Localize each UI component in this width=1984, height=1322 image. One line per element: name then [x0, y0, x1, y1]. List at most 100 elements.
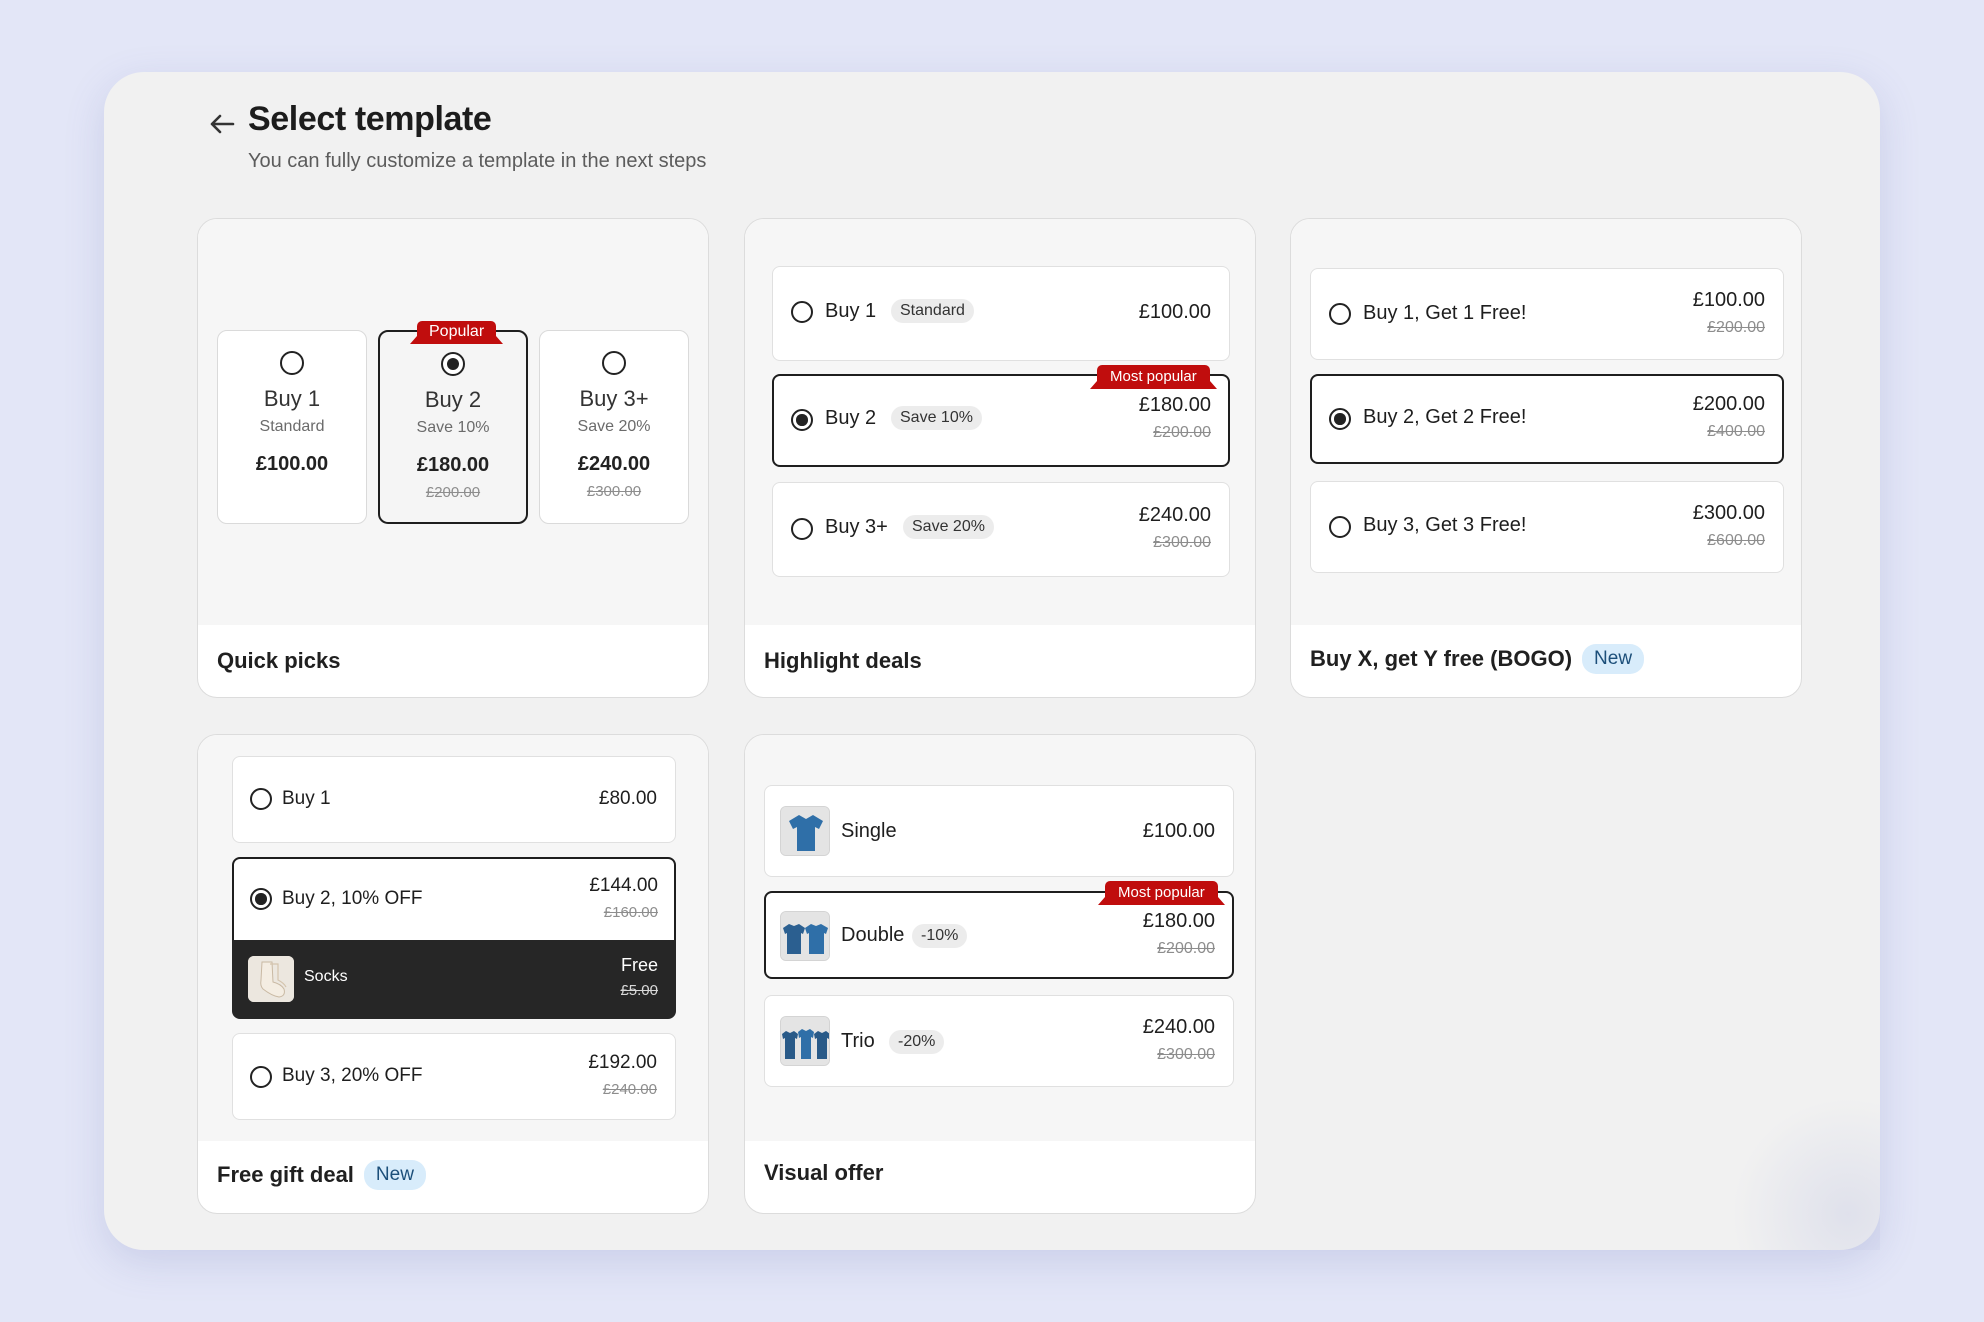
bogo-row-2: Buy 2, Get 2 Free! £200.00 £400.00 — [1310, 374, 1784, 464]
gift-old-price: £5.00 — [620, 982, 658, 999]
template-name: Quick picks — [217, 648, 341, 673]
page-subtitle: You can fully customize a template in th… — [248, 150, 707, 172]
deal-row-buy-3: Buy 3+ Save 20% £240.00 £300.00 — [772, 482, 1230, 577]
gift-row-buy-3: Buy 3, 20% OFF £192.00 £240.00 — [232, 1033, 676, 1120]
back-arrow-icon[interactable] — [202, 104, 242, 144]
most-popular-ribbon: Most popular — [1090, 365, 1217, 389]
template-name: Visual offer — [764, 1160, 884, 1185]
deal-label: Buy 1 — [825, 300, 877, 322]
bogo-label: Buy 3, Get 3 Free! — [1363, 514, 1527, 536]
gift-row-label: Buy 3, 20% OFF — [282, 1065, 423, 1086]
deal-old-price: £300.00 — [1153, 534, 1211, 551]
deal-row-buy-2: Buy 2 Save 10% £180.00 £200.00 — [772, 374, 1230, 467]
deal-price: £180.00 — [1138, 394, 1211, 416]
gift-price: Free — [620, 955, 658, 975]
option-price: £240.00 — [577, 453, 651, 475]
visual-row-trio: Trio -20% £240.00 £300.00 — [764, 995, 1234, 1087]
deal-chip: Standard — [891, 299, 974, 323]
deal-price: £240.00 — [1138, 504, 1211, 526]
template-footer: Quick picks — [217, 648, 341, 674]
bogo-row-3: Buy 3, Get 3 Free! £300.00 £600.00 — [1310, 481, 1784, 573]
gift-label: Socks — [304, 968, 348, 985]
visual-row-single: Single £100.00 — [764, 785, 1234, 877]
template-name: Buy X, get Y free (BOGO) — [1310, 646, 1573, 671]
deal-chip: Save 10% — [891, 406, 982, 430]
visual-label: Trio — [841, 1030, 875, 1052]
template-card-highlight-deals[interactable]: Buy 1 Standard £100.00 Buy 2 Save 10% £1… — [744, 218, 1256, 698]
option-label: Buy 1 — [263, 386, 321, 411]
radio-unselected-icon — [602, 351, 626, 375]
radio-unselected-icon — [791, 518, 813, 540]
bogo-old-price: £600.00 — [1707, 532, 1765, 549]
radio-selected-icon — [250, 888, 272, 910]
most-popular-ribbon: Most popular — [1098, 881, 1225, 905]
deal-label: Buy 3+ — [825, 516, 888, 538]
new-badge: New — [363, 1160, 426, 1190]
option-price: £100.00 — [255, 453, 329, 475]
template-card-quick-picks[interactable]: Buy 1 Standard £100.00 Buy 2 Save 10% £1… — [197, 218, 709, 698]
option-tile-buy-2: Buy 2 Save 10% £180.00 £200.00 — [378, 330, 528, 524]
visual-price: £180.00 — [1142, 910, 1215, 932]
radio-unselected-icon — [280, 351, 304, 375]
template-footer: Visual offer — [764, 1160, 883, 1186]
option-label: Buy 3+ — [579, 386, 649, 411]
single-shirt-thumbnail — [780, 806, 830, 856]
gift-row-label: Buy 1 — [282, 788, 331, 809]
trio-shirt-thumbnail — [780, 1016, 830, 1066]
visual-price: £240.00 — [1142, 1016, 1215, 1038]
template-card-visual-offer[interactable]: Single £100.00 Double -10% £180.00 £200.… — [744, 734, 1256, 1214]
gift-row-price: £144.00 — [589, 875, 658, 896]
template-card-bogo[interactable]: Buy 1, Get 1 Free! £100.00 £200.00 Buy 2… — [1290, 218, 1802, 698]
deal-old-price: £200.00 — [1153, 424, 1211, 441]
bogo-label: Buy 2, Get 2 Free! — [1363, 406, 1527, 428]
visual-chip: -20% — [889, 1030, 945, 1054]
radio-unselected-icon — [791, 301, 813, 323]
visual-old-price: £200.00 — [1157, 940, 1215, 957]
socks-thumbnail — [248, 956, 294, 1002]
radio-unselected-icon — [1329, 303, 1351, 325]
bogo-old-price: £400.00 — [1707, 423, 1765, 440]
option-tile-buy-3: Buy 3+ Save 20% £240.00 £300.00 — [539, 330, 689, 524]
option-old-price: £300.00 — [586, 483, 642, 500]
bogo-label: Buy 1, Get 1 Free! — [1363, 302, 1527, 324]
visual-old-price: £300.00 — [1157, 1046, 1215, 1063]
deal-chip: Save 20% — [903, 515, 994, 539]
gift-row-old-price: £160.00 — [603, 904, 658, 921]
template-footer: Free gift deal New — [217, 1160, 426, 1190]
visual-price: £100.00 — [1142, 820, 1215, 842]
template-dialog: Select template You can fully customize … — [104, 72, 1880, 1250]
gift-row-price: £192.00 — [588, 1052, 657, 1073]
bogo-row-1: Buy 1, Get 1 Free! £100.00 £200.00 — [1310, 268, 1784, 360]
option-sub: Save 10% — [416, 419, 490, 436]
option-sub: Save 20% — [577, 418, 651, 435]
free-gift-bar: Socks Free £5.00 — [232, 940, 676, 1019]
option-tile-buy-1: Buy 1 Standard £100.00 — [217, 330, 367, 524]
template-name: Highlight deals — [764, 648, 922, 673]
visual-label: Double — [841, 924, 905, 946]
double-shirt-thumbnail — [780, 911, 830, 961]
gift-row-price: £80.00 — [598, 788, 657, 809]
radio-unselected-icon — [1329, 516, 1351, 538]
bogo-price: £100.00 — [1692, 289, 1765, 311]
gift-row-buy-2: Buy 2, 10% OFF £144.00 £160.00 Socks Fre… — [232, 857, 676, 1019]
deal-row-buy-1: Buy 1 Standard £100.00 — [772, 266, 1230, 361]
radio-unselected-icon — [250, 1066, 272, 1088]
deal-label: Buy 2 — [825, 407, 877, 429]
radio-selected-icon — [441, 352, 465, 376]
template-name: Free gift deal — [217, 1162, 354, 1187]
radio-selected-icon — [791, 409, 813, 431]
gift-row-old-price: £240.00 — [602, 1081, 657, 1098]
visual-label: Single — [841, 820, 897, 842]
new-badge: New — [1582, 644, 1645, 674]
bogo-price: £300.00 — [1692, 502, 1765, 524]
template-card-free-gift[interactable]: Buy 1 £80.00 Buy 2, 10% OFF £144.00 £160… — [197, 734, 709, 1214]
gift-row-buy-1: Buy 1 £80.00 — [232, 756, 676, 843]
template-footer: Highlight deals — [764, 648, 922, 674]
option-sub: Standard — [259, 418, 325, 435]
option-old-price: £200.00 — [425, 484, 481, 501]
option-label: Buy 2 — [424, 387, 482, 412]
visual-row-double: Double -10% £180.00 £200.00 — [764, 891, 1234, 979]
gift-row-label: Buy 2, 10% OFF — [282, 888, 423, 909]
corner-shadow — [1720, 1070, 1880, 1250]
radio-unselected-icon — [250, 788, 272, 810]
